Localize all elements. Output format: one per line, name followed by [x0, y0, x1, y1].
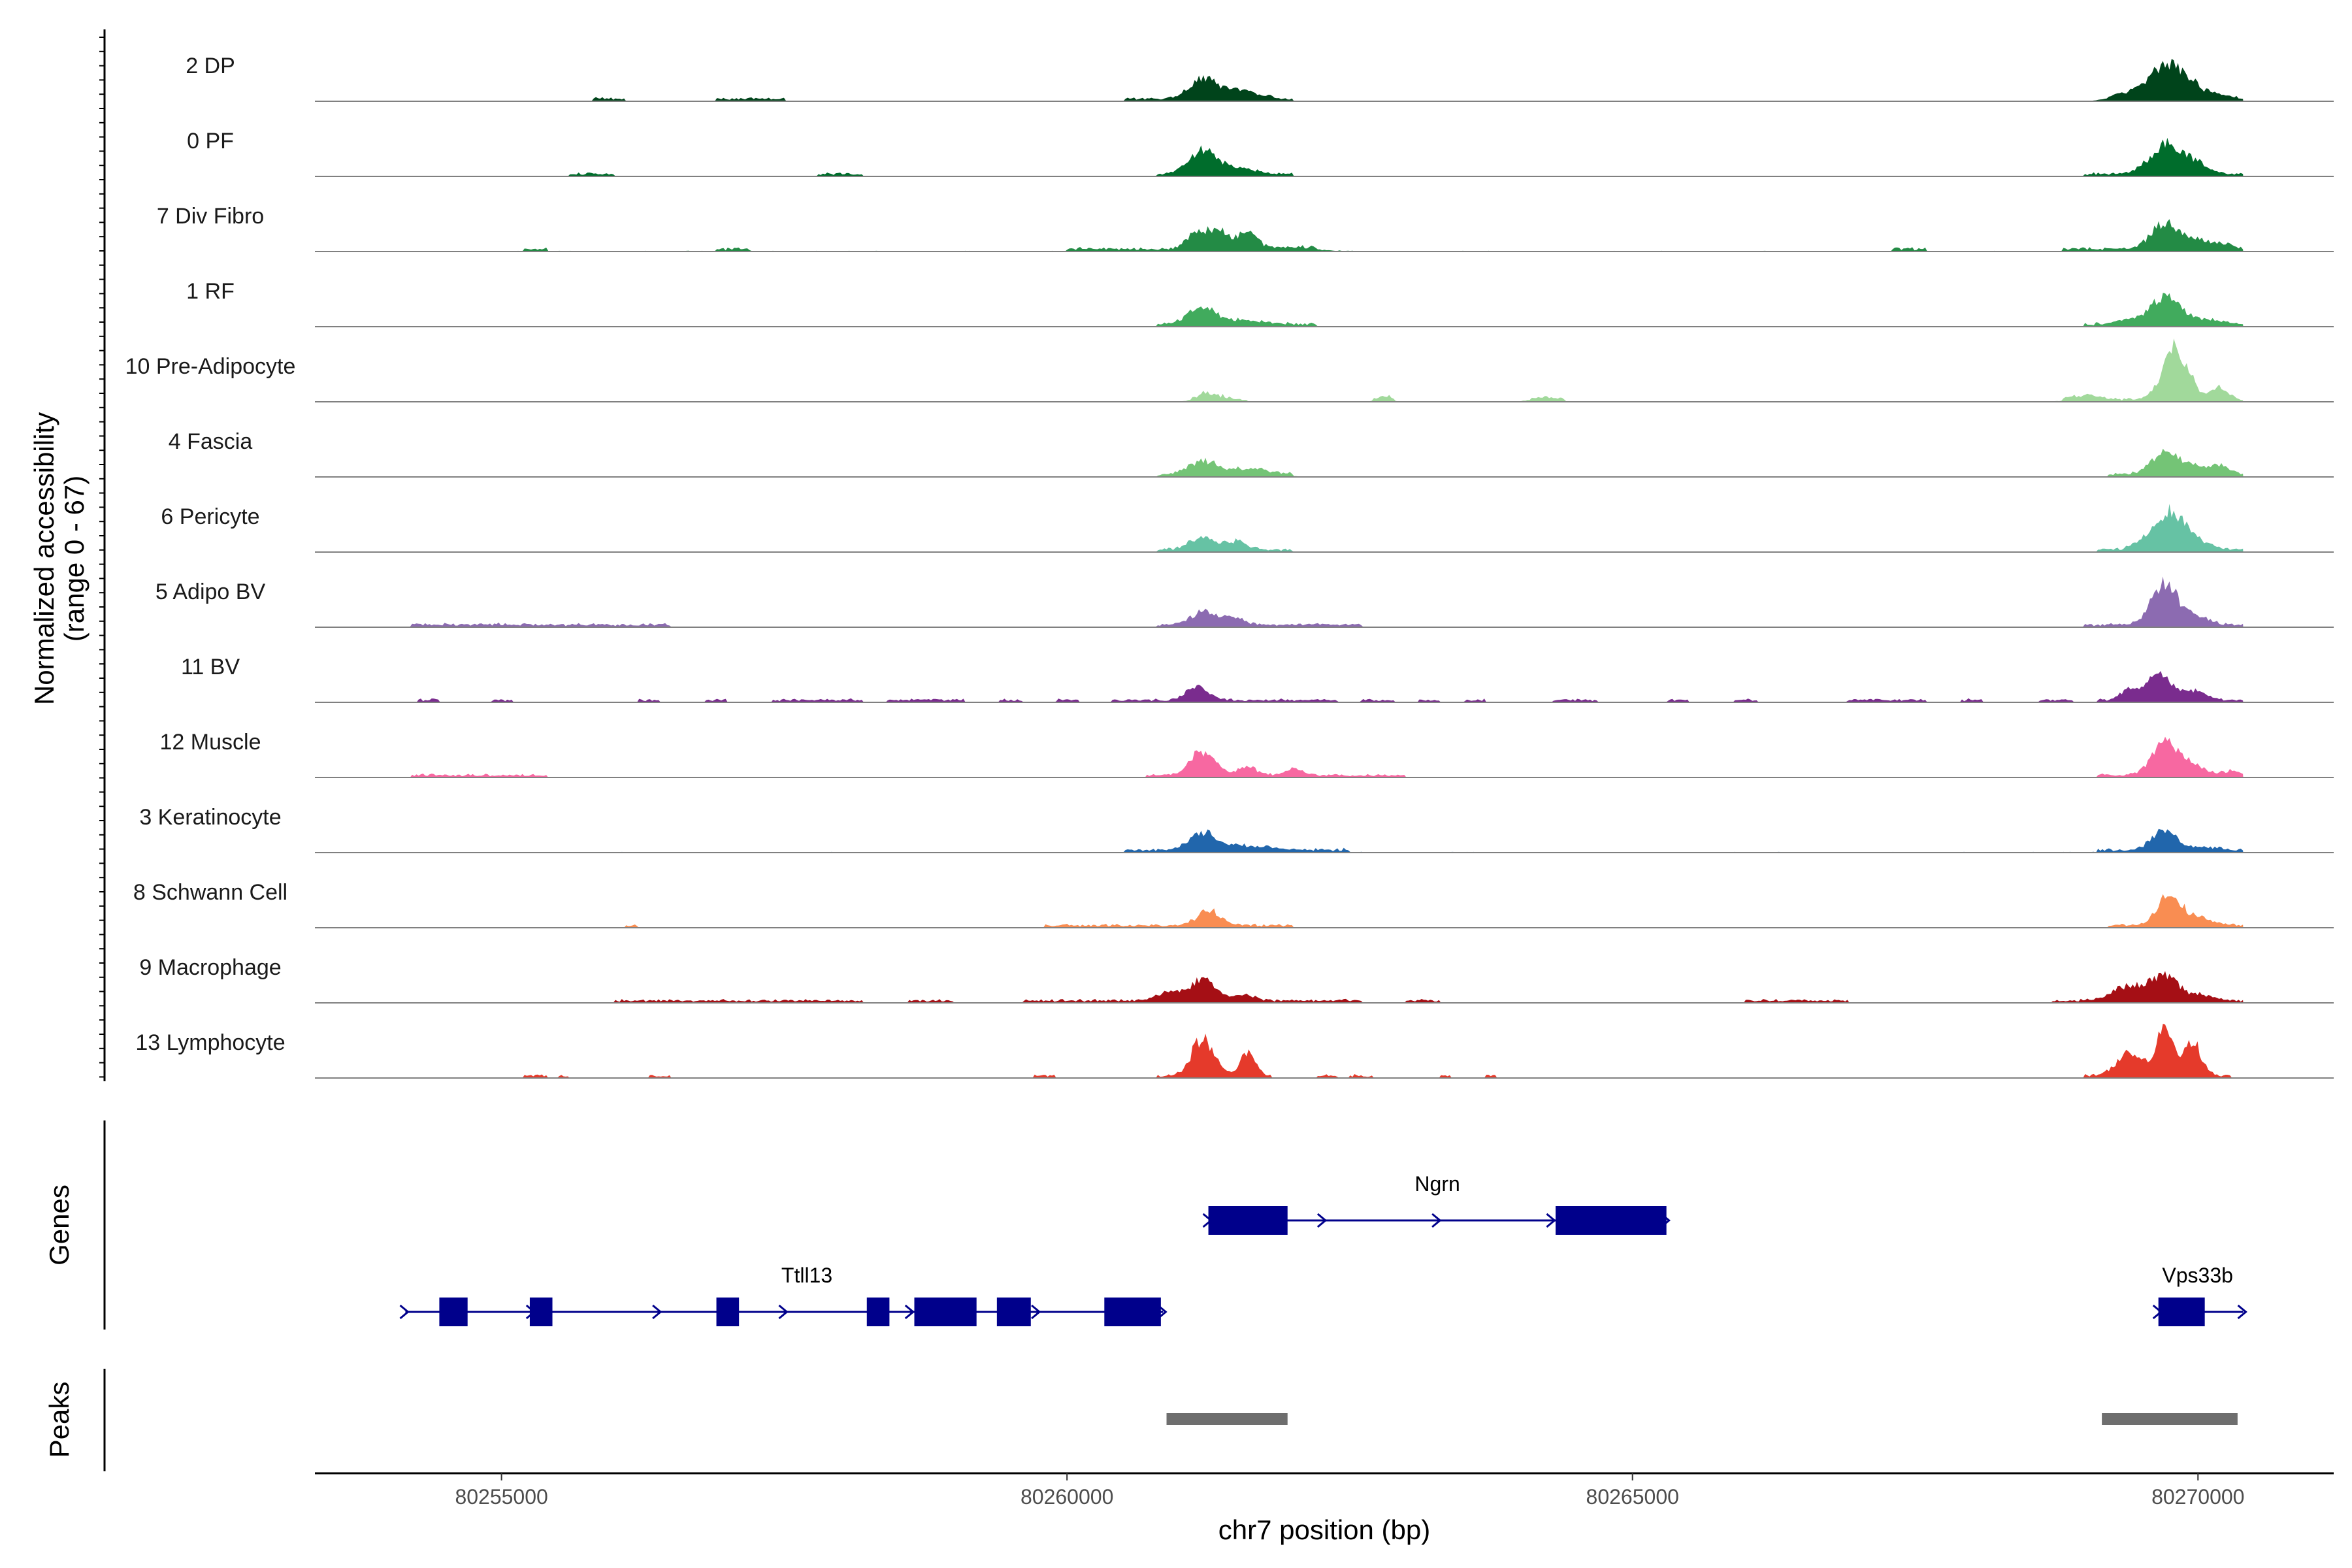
gene-exon: [1556, 1206, 1667, 1235]
peak-bar: [1166, 1413, 1288, 1425]
genes-track: Ttll13 Ngrn Vps33b: [399, 1172, 2247, 1326]
coverage-track: 13 Lymphocyte: [135, 1024, 2334, 1079]
coverage-track: 2 DP: [186, 54, 2334, 102]
gene-exon: [866, 1298, 890, 1326]
coverage-area: [388, 338, 2244, 402]
coverage-track: 0 PF: [187, 129, 2334, 177]
track-label: 4 Fascia: [169, 429, 253, 454]
x-tick-label: 80255000: [455, 1485, 547, 1509]
track-label: 5 Adipo BV: [155, 580, 266, 604]
gene-label: Ngrn: [1414, 1172, 1460, 1196]
track-label: 6 Pericyte: [161, 504, 259, 529]
peaks-track-title: Peaks: [44, 1382, 74, 1458]
track-label: 7 Div Fibro: [157, 204, 264, 229]
gene-model: Ngrn: [1202, 1172, 1671, 1235]
y-axis-title-line1: Normalized accessibility: [29, 412, 59, 705]
strand-arrow-icon: [1031, 1304, 1041, 1320]
coverage-area: [388, 971, 2244, 1003]
strand-arrow-icon: [652, 1304, 662, 1320]
coverage-area: [388, 894, 2244, 928]
left-y-axis: [99, 29, 106, 1081]
coverage-track: 7 Div Fibro: [157, 204, 2334, 252]
coverage-area: [388, 448, 2244, 477]
x-tick-label: 80270000: [2151, 1485, 2244, 1509]
track-label: 2 DP: [186, 54, 235, 78]
track-label: 9 Macrophage: [139, 955, 281, 980]
coverage-area: [388, 59, 2244, 101]
strand-arrow-icon: [2237, 1304, 2247, 1320]
coverage-area: [388, 293, 2244, 327]
coverage-area: [388, 219, 2244, 252]
strand-arrow-icon: [1316, 1213, 1328, 1228]
coverage-track: 4 Fascia: [169, 429, 2334, 478]
coverage-track: 5 Adipo BV: [155, 576, 2334, 628]
track-label: 0 PF: [187, 129, 234, 154]
gene-exon: [716, 1298, 740, 1326]
x-tick-label: 80265000: [1586, 1485, 1679, 1509]
genes-track-title: Genes: [44, 1184, 74, 1266]
coverage-area: [388, 504, 2244, 552]
track-label: 12 Muscle: [160, 730, 261, 755]
gene-exon: [529, 1298, 553, 1326]
coverage-area: [388, 576, 2244, 627]
coverage-track: 11 BV: [181, 655, 2334, 703]
coverage-track: 9 Macrophage: [139, 955, 2334, 1004]
coverage-area: [388, 671, 2244, 702]
coverage-track: 1 RF: [186, 279, 2334, 327]
gene-exon: [1104, 1298, 1161, 1326]
track-label: 3 Keratinocyte: [139, 805, 281, 830]
strand-arrow-icon: [904, 1304, 915, 1320]
strand-arrow-icon: [1431, 1213, 1442, 1228]
coverage-track: 12 Muscle: [160, 730, 2334, 778]
gene-label: Vps33b: [2162, 1264, 2233, 1287]
coverage-track: 10 Pre-Adipocyte: [125, 338, 2334, 402]
gene-label: Ttll13: [781, 1264, 832, 1287]
gene-exon: [914, 1298, 977, 1326]
coverage-track: 3 Keratinocyte: [139, 805, 2334, 853]
coverage-area: [388, 828, 2244, 853]
strand-arrow-icon: [778, 1304, 789, 1320]
track-label: 8 Schwann Cell: [133, 880, 287, 905]
peaks-track: [1166, 1413, 2238, 1425]
gene-model: Vps33b: [2152, 1264, 2247, 1326]
coverage-area: [388, 1024, 2244, 1078]
gene-exon: [439, 1298, 468, 1326]
gene-exon: [1208, 1206, 1288, 1235]
peak-bar: [2102, 1413, 2238, 1425]
coverage-area: [388, 736, 2244, 777]
strand-arrow-icon: [1546, 1213, 1556, 1228]
coverage-track: 8 Schwann Cell: [133, 880, 2334, 928]
track-label: 10 Pre-Adipocyte: [125, 354, 296, 379]
gene-exon: [996, 1298, 1031, 1326]
gene-model: Ttll13: [399, 1264, 1168, 1326]
coverage-area: [388, 137, 2244, 176]
y-axis-title-line2: (range 0 - 67): [59, 476, 90, 642]
gene-exon: [2158, 1298, 2205, 1326]
coverage-tracks: 2 DP 0 PF 7 Div Fibro 1 RF 10 Pre-Adipocyte 4…: [125, 54, 2334, 1079]
track-label: 1 RF: [186, 279, 235, 304]
track-label: 11 BV: [181, 655, 240, 679]
x-axis-title: chr7 position (bp): [1218, 1514, 1431, 1545]
x-axis-ticks: 80255000 80260000 80265000 80270000: [455, 1473, 2244, 1509]
x-tick-label: 80260000: [1021, 1485, 1113, 1509]
strand-arrow-icon: [399, 1304, 410, 1320]
coverage-track: 6 Pericyte: [161, 504, 2334, 553]
track-label: 13 Lymphocyte: [135, 1030, 285, 1055]
